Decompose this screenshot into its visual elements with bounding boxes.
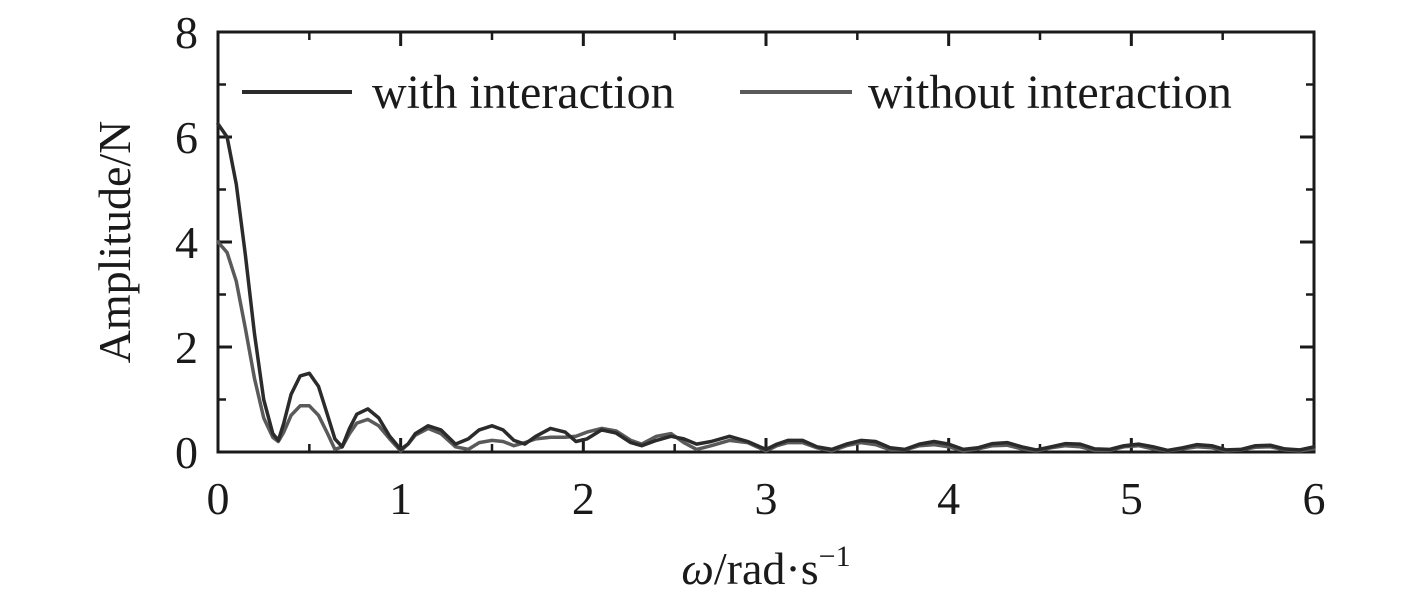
legend-label-without-interaction: without interaction [868,66,1232,119]
x-axis-label-superscript: −1 [819,540,851,573]
series-line-with-interaction [216,122,1316,453]
y-tick-label: 2 [175,322,198,373]
y-tick-label: 6 [175,112,198,163]
axis-tick-labels: 0 1 2 3 4 5 6 0 2 4 6 8 [175,7,1326,524]
y-axis-label: Amplitude/N [89,121,140,364]
y-tick-label: 0 [175,427,198,478]
x-tick-label: 3 [755,473,778,524]
legend-label-with-interaction: with interaction [372,66,675,119]
series-layer [216,122,1316,453]
x-tick-label: 0 [207,473,230,524]
series-line-without-interaction [216,240,1316,453]
x-tick-label: 5 [1120,473,1143,524]
x-axis-label: ω/rad·s−1 [681,540,850,594]
x-axis-label-text: /rad·s [714,543,819,594]
x-tick-label: 2 [572,473,595,524]
x-tick-label: 6 [1303,473,1326,524]
legend: with interaction without interaction [242,66,1232,119]
x-tick-label: 4 [937,473,960,524]
x-tick-label: 1 [389,473,412,524]
y-tick-label: 4 [175,217,198,268]
y-tick-label: 8 [175,7,198,58]
